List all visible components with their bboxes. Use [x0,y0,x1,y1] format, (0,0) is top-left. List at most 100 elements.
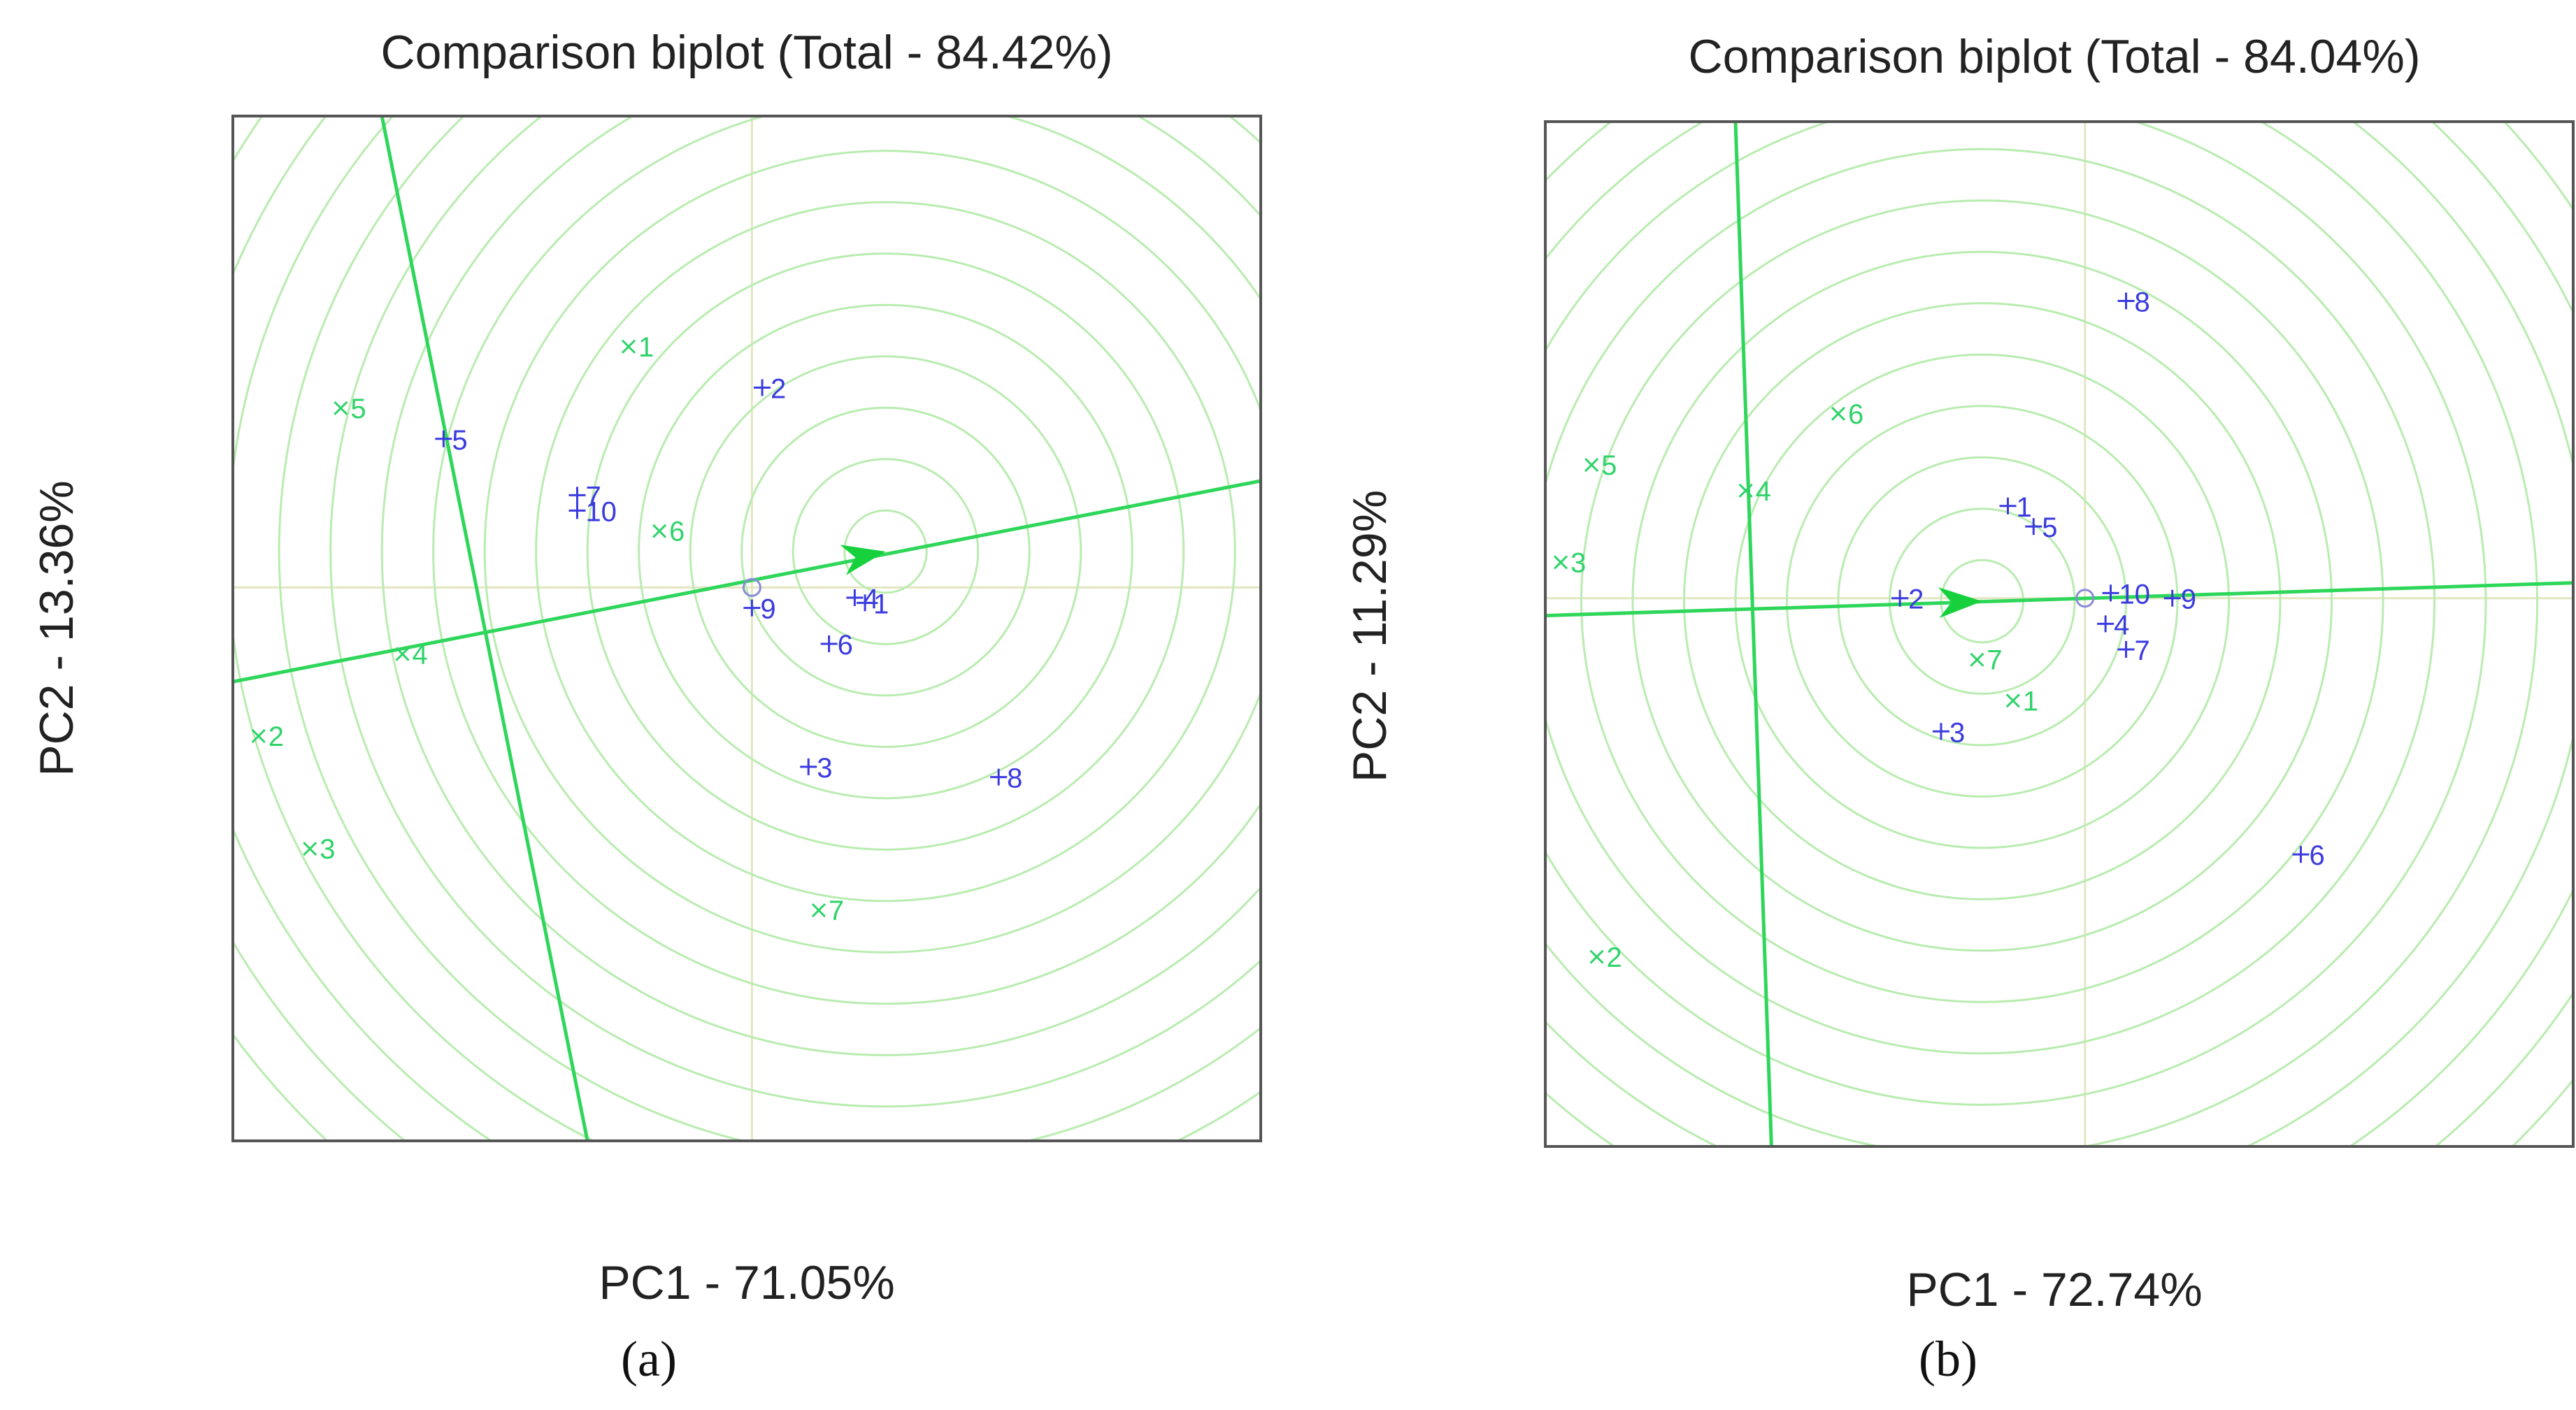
panel-b-genotype-label: 6 [2309,840,2324,871]
panel-a-genotype-marker [800,758,817,775]
panel-a-environment-label: 7 [829,895,844,926]
panel-b-genotype-marker [2097,615,2115,633]
panel-b-environment-label: 7 [1987,645,2002,676]
panel-a-environment-marker [621,339,636,354]
panel-b-genotype-7: 7 [2117,635,2150,666]
panel-b-genotype-2: 2 [1891,584,1924,615]
panel-a-ideal-arrow-icon [840,545,886,575]
panel-b-genotype-label: 5 [2042,512,2057,543]
panel-a-genotype-5: 5 [435,425,468,456]
panel-b-genotype-10: 10 [2102,579,2150,610]
panel-a-genotype-3: 3 [800,753,832,784]
panel-b-environment-marker [1738,483,1753,498]
panel-a-environment-3: 3 [303,834,336,865]
panel-a-genotype-label: 3 [817,753,832,784]
panel-b-genotype-5: 5 [2025,512,2058,543]
panel-b-genotype-marker [2117,640,2135,658]
panel-a-clipped-layer: 1 2 3 4 5 6 7 1 2 3 4 5 6 7 8 9 10 [233,116,1261,1141]
panel-b-ring-3 [1837,456,2128,747]
panel-a-genotype-marker [435,430,452,447]
panel-b-environment-label: 6 [1848,399,1863,430]
panel-b-average-marker [2075,589,2095,608]
panel-b-environment-label: 4 [1756,476,1771,507]
panel-a-genotype-2: 2 [754,373,786,404]
panel-b-ring-5 [1734,353,2231,849]
panel-a-genotype-marker [568,502,586,519]
panel-b-environment-label: 1 [2023,686,2038,717]
panel-b-ring-9 [1545,148,2435,1055]
panel-a-genotype-marker [857,594,874,612]
panel-b-environment-6: 6 [1831,399,1863,430]
panel-a-environment-label: 1 [638,332,654,363]
panel-b-frame [1544,120,2575,1148]
panel-b: Comparison biplot (Total - 84.04%) 1 2 3 4 5… [1343,30,2575,1387]
panel-a-environment-marker [395,647,410,661]
panel-a-frame [231,115,1262,1142]
panel-a-environment-label: 5 [350,394,366,424]
panel-a-environment-label: 3 [320,834,335,865]
panel-a-environment-4: 4 [395,640,428,670]
panel-b-genotype-marker [1891,589,1909,607]
panel-a-environment-label: 4 [413,640,428,670]
panel-b-ring-2 [1888,508,2076,695]
panel-b-caption: (b) [1919,1331,1977,1387]
panel-b-ylabel: PC2 - 11.29% [1343,490,1396,782]
panel-a-ring-10 [380,116,1261,1056]
panel-b-genotype-1: 1 [1999,492,2032,523]
panel-a-environment-7: 7 [811,895,844,926]
panel-b-ring-10 [1545,122,2487,1106]
panel-a-environment-marker [251,728,266,743]
panel-a-environment-5: 5 [334,394,366,424]
panel-b-ring-8 [1580,199,2384,1003]
panel-b-genotype-6: 6 [2292,840,2325,871]
panel-a-ring-1 [843,509,928,594]
panel-a-genotype-label: 7 [585,481,601,512]
panel-a-ring-9 [432,116,1261,1005]
panel-b-genotype-marker [2102,584,2119,602]
panel-a-genotype-label: 6 [838,630,853,661]
panel-a-genotype-label: 8 [1007,763,1022,794]
panel-b-genotype-marker [2292,846,2310,863]
panel-a-environment-6: 6 [652,517,685,547]
panel-a-environment-label: 6 [669,517,685,547]
panel-a-environment-2: 2 [251,721,284,752]
panel-a-plot-area: 1 2 3 4 5 6 7 1 2 3 4 5 6 7 8 9 10 [233,116,1261,1141]
panel-b-environment-label: 2 [1607,942,1622,973]
panel-a-genotype-label: 4 [863,584,878,614]
panel-b-xlabel: PC1 - 72.74% [1906,1263,2202,1316]
panel-a-ring-15 [233,116,407,1141]
panel-a-ring-16 [233,1032,329,1141]
panel-b-environment-marker [1589,949,1604,964]
panel-b-genotype-marker [2025,518,2042,535]
panel-b-genotype-label: 3 [1949,717,1965,748]
panel-a-genotype-10: 10 [568,496,617,527]
panel-b-title: Comparison biplot (Total - 84.04%) [1689,30,2421,83]
panel-a-genotype-1: 1 [857,589,889,619]
panel-b-ring-13 [1545,122,2573,1146]
panel-b-genotype-3: 3 [1932,717,1965,748]
panel-a-ring-12 [278,116,1261,1141]
panel-b-genotype-label: 4 [2114,610,2129,640]
panel-b-genotype-9: 9 [2163,584,2196,615]
panel-a-genotype-label: 2 [771,373,786,404]
panel-a-genotype-marker [754,379,771,396]
panel-a-genotype-label: 1 [873,589,889,619]
panel-b-perpendicular-line [1733,122,1773,1146]
panel-b-environment-label: 5 [1601,450,1617,481]
panel-b-ring-15 [2510,122,2573,1146]
panel-b-environment-3: 3 [1553,547,1586,578]
panel-a-genotype-marker [820,635,838,652]
panel-b-environment-7: 7 [1970,645,2003,676]
panel-a-genotype-label: 9 [760,594,775,625]
panel-b-genotype-8: 8 [2117,287,2150,318]
panel-a-ring-7 [535,201,1236,902]
panel-b-genotype-label: 9 [2181,584,2196,615]
panel-a-environment-marker [811,903,826,918]
panel-b-ring-12 [1545,122,2573,1146]
panel-a-caption: (a) [621,1331,677,1387]
panel-b-environment-marker [1584,458,1599,473]
panel-b-genotype-marker [2117,292,2135,310]
